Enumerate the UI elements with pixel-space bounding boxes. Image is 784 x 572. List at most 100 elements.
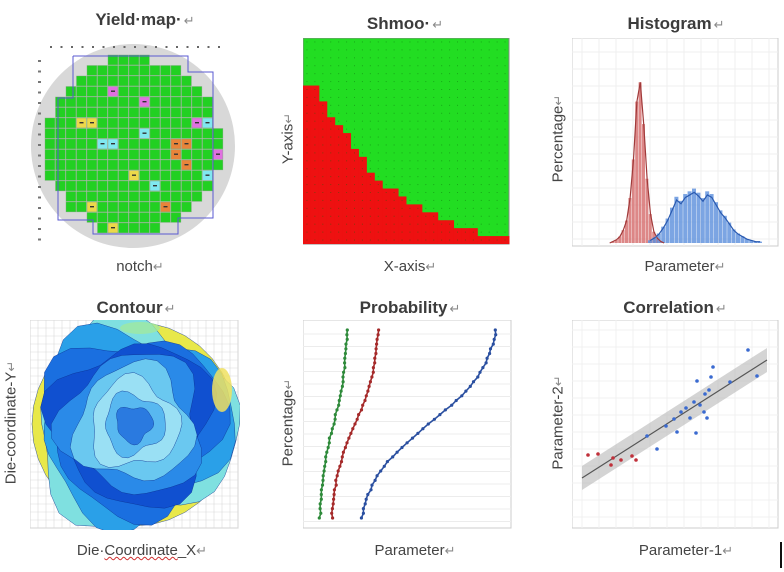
shmoo-dot	[306, 192, 308, 193]
correlation-point-red	[586, 453, 590, 457]
shmoo-dot	[330, 65, 332, 67]
die-cell	[107, 212, 119, 223]
probability-ylabel: Percentage↵	[280, 371, 297, 475]
die-cell	[44, 117, 56, 129]
correlation-point-blue	[728, 380, 732, 384]
shmoo-dot	[369, 81, 371, 83]
shmoo-fail-column	[429, 212, 439, 244]
yield-map-title-mark: ↵	[183, 13, 195, 28]
shmoo-dot	[472, 207, 474, 209]
shmoo-dot	[361, 215, 363, 217]
shmoo-fail-column	[350, 148, 359, 244]
die-cell	[128, 212, 140, 223]
die-cell	[107, 201, 119, 213]
shmoo-dot	[417, 136, 419, 138]
die-cell	[76, 201, 87, 213]
shmoo-dot	[306, 168, 308, 170]
shmoo-dot	[425, 160, 427, 162]
shmoo-dot	[385, 112, 387, 114]
shmoo-dot	[338, 65, 340, 67]
shmoo-dot	[377, 128, 379, 130]
shmoo-dot	[346, 65, 348, 67]
coord-tick	[38, 228, 41, 230]
die-label	[111, 227, 115, 229]
shmoo-dot	[393, 192, 395, 193]
shmoo-dot	[496, 73, 498, 75]
correlation-xlabel-text: Parameter-1	[638, 542, 723, 559]
shmoo-dot	[346, 112, 348, 114]
shmoo-dot	[496, 120, 498, 122]
shmoo-dot	[472, 215, 474, 217]
shmoo-dot	[314, 176, 316, 178]
shmoo-dot	[377, 160, 379, 162]
shmoo-dot	[472, 168, 474, 170]
die-cell	[44, 128, 56, 139]
shmoo-dot	[369, 231, 371, 233]
die-cell	[139, 212, 150, 223]
shmoo-ylabel: Y-axis↵	[280, 99, 297, 179]
shmoo-dot	[314, 112, 316, 114]
shmoo-dot	[361, 184, 363, 186]
correlation-point-blue	[672, 417, 676, 421]
die-cell	[160, 65, 171, 76]
die-cell	[149, 159, 161, 171]
shmoo-dot	[338, 199, 340, 201]
shmoo-dot	[457, 128, 458, 130]
die-label	[174, 153, 178, 155]
shmoo-dot	[441, 184, 443, 186]
shmoo-dot	[322, 120, 324, 122]
coord-tick	[218, 46, 220, 48]
shmoo-dot	[457, 192, 458, 193]
shmoo-dot	[433, 136, 435, 138]
shmoo-dot	[425, 57, 427, 59]
shmoo-dot	[441, 168, 443, 170]
shmoo-dot	[425, 207, 427, 209]
shmoo-dot	[464, 168, 466, 170]
shmoo-dot	[488, 65, 490, 67]
shmoo-dot	[401, 144, 403, 146]
shmoo-xlabel-text: X-axis	[383, 258, 426, 275]
histogram-bar-red	[645, 178, 649, 243]
shmoo-dot	[354, 231, 355, 233]
shmoo-dot	[496, 57, 498, 59]
shmoo-dot	[401, 128, 403, 130]
shmoo-dot	[377, 41, 379, 43]
shmoo-dot	[393, 49, 395, 51]
shmoo-dot	[314, 160, 316, 162]
shmoo-dot	[488, 96, 490, 98]
die-label	[90, 122, 94, 124]
correlation-point-blue	[694, 431, 698, 435]
shmoo-dot	[330, 144, 332, 146]
histogram-xlabel-mark: ↵	[714, 259, 726, 274]
shmoo-dot	[472, 96, 474, 98]
die-cell	[118, 201, 129, 213]
shmoo-dot	[457, 57, 458, 59]
shmoo-dot	[322, 223, 324, 225]
correlation-point-blue	[664, 424, 668, 428]
coord-tick	[144, 46, 147, 48]
shmoo-dot	[346, 160, 348, 162]
die-cell	[170, 86, 182, 97]
shmoo-dot	[354, 57, 355, 59]
shmoo-dot	[425, 176, 427, 178]
shmoo-dot	[425, 41, 427, 43]
die-cell	[118, 128, 129, 139]
shmoo-dot	[330, 231, 332, 233]
shmoo-dot	[449, 231, 451, 233]
die-cell	[107, 65, 119, 76]
shmoo-dot	[377, 136, 379, 138]
shmoo-title-mark: ↵	[432, 17, 444, 32]
shmoo-dot	[417, 41, 419, 43]
shmoo-dot	[369, 128, 371, 130]
die-cell	[55, 107, 66, 118]
die-cell	[191, 191, 203, 202]
die-cell	[160, 170, 171, 181]
shmoo-dot	[346, 81, 348, 83]
shmoo-dot	[361, 57, 363, 59]
shmoo-dot	[306, 104, 308, 106]
shmoo-dot	[441, 192, 443, 193]
shmoo-dot	[433, 168, 435, 170]
die-cell	[76, 170, 87, 181]
die-cell	[86, 96, 98, 108]
shmoo-dot	[346, 192, 348, 193]
